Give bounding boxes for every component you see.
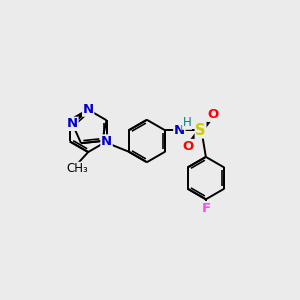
- Text: N: N: [82, 103, 94, 116]
- Text: H: H: [183, 116, 191, 129]
- Text: N: N: [67, 117, 78, 130]
- Text: O: O: [182, 140, 194, 152]
- Text: N: N: [101, 135, 112, 148]
- Text: O: O: [208, 108, 219, 121]
- Text: CH₃: CH₃: [67, 162, 88, 175]
- Text: F: F: [201, 202, 210, 214]
- Text: N: N: [174, 124, 185, 137]
- Text: S: S: [195, 123, 206, 138]
